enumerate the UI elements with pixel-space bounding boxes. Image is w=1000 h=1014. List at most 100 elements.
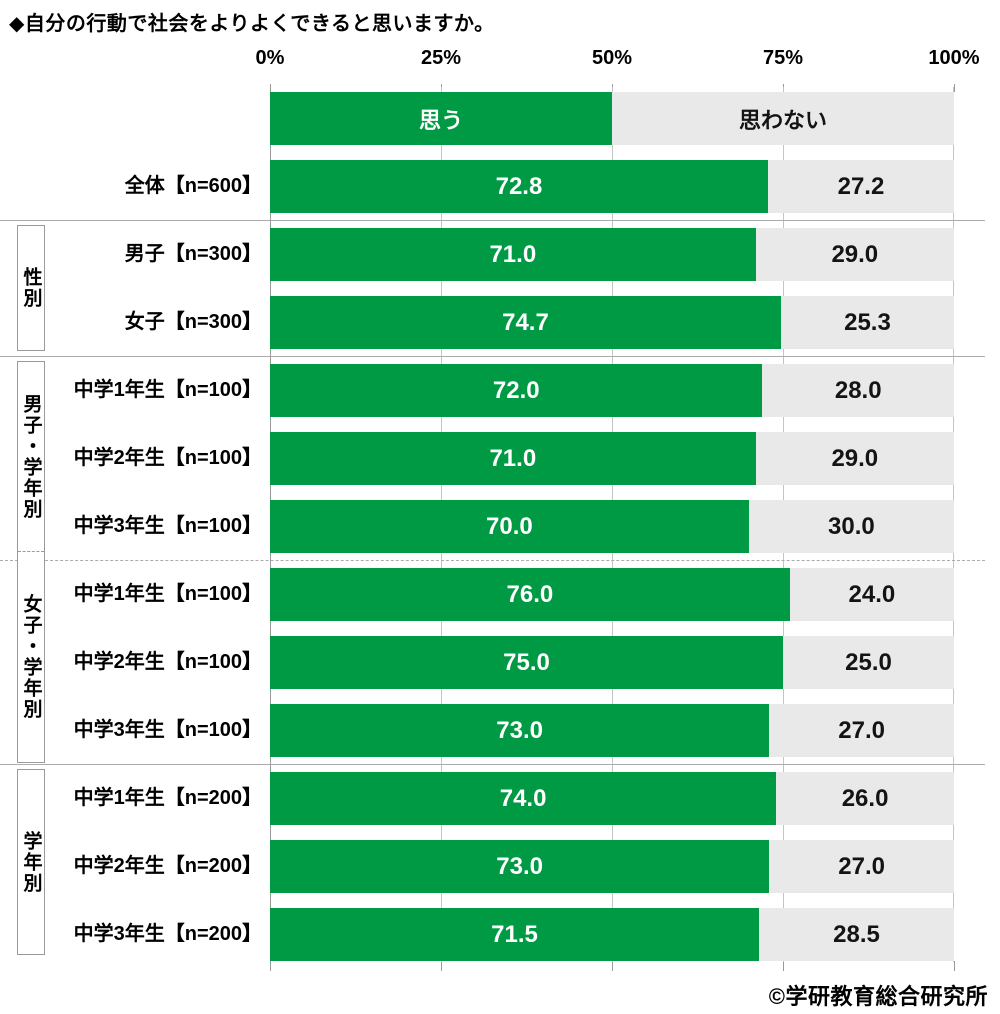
bar-value: 73.0 — [496, 852, 544, 880]
axis-tick-label-25: 25% — [420, 47, 462, 69]
bar-value: 71.0 — [489, 240, 537, 268]
bar-row: 75.0 25.0 — [270, 636, 954, 689]
bar-value: 76.0 — [506, 580, 554, 608]
axis-tick — [783, 961, 784, 971]
group-cell-girls: 女子・学年別 — [18, 552, 44, 762]
bar-value: 28.5 — [833, 920, 880, 948]
bar-segment-think: 74.7 — [270, 296, 781, 349]
row-label: 中学3年生【n=100】 — [73, 719, 262, 741]
bar-row: 74.7 25.3 — [270, 296, 954, 349]
bar-segment-think: 76.0 — [270, 568, 790, 621]
bar-value: 29.0 — [831, 240, 879, 268]
bar-row: 73.0 27.0 — [270, 840, 954, 893]
row-label: 中学3年生【n=100】 — [73, 515, 262, 537]
bar-segment-think: 74.0 — [270, 772, 777, 825]
bar-segment-not-think: 27.0 — [769, 704, 954, 757]
bar-value: 25.3 — [844, 308, 891, 336]
bar-value: 27.0 — [838, 716, 885, 744]
bar-segment-not-think: 26.0 — [776, 772, 954, 825]
bar-segment-not-think: 30.0 — [748, 500, 954, 553]
bar-segment-not-think: 24.0 — [789, 568, 954, 621]
bar-value: 72.0 — [492, 376, 540, 404]
axis-tick-label-100: 100% — [928, 47, 980, 69]
bar-row: 76.0 24.0 — [270, 568, 954, 621]
separator — [0, 220, 985, 221]
bar-segment-think: 71.0 — [270, 228, 756, 281]
bar-value: 70.0 — [486, 512, 533, 540]
axis-tick-label-50: 50% — [591, 47, 633, 69]
bar-row: 72.0 28.0 — [270, 364, 954, 417]
bar-segment-think: 72.0 — [270, 364, 763, 417]
separator-dashed — [0, 560, 985, 561]
row-label: 中学1年生【n=100】 — [73, 583, 262, 605]
bar-value: 30.0 — [828, 512, 875, 540]
legend-think-label: 思う — [418, 107, 463, 133]
separator — [0, 356, 985, 357]
row-label: 中学1年生【n=100】 — [73, 379, 262, 401]
group-label-by-grade: 学年別 — [20, 830, 42, 894]
bar-value: 72.8 — [495, 172, 543, 200]
bar-value: 26.0 — [841, 784, 889, 812]
bar-segment-think: 72.8 — [270, 160, 768, 213]
group-label-girls-by-grade: 女子・学年別 — [20, 594, 42, 720]
bar-row: 72.8 27.2 — [270, 160, 954, 213]
axis-tick — [441, 961, 442, 971]
bar-value: 27.2 — [837, 172, 885, 200]
row-label: 男子【n=300】 — [124, 243, 262, 265]
bar-value: 71.5 — [491, 920, 538, 948]
row-label: 女子【n=300】 — [124, 311, 262, 333]
bar-value: 25.0 — [845, 648, 892, 676]
separator — [0, 764, 985, 765]
bar-segment-not-think: 27.0 — [769, 840, 954, 893]
legend-not-think-swatch: 思わない — [612, 92, 954, 145]
group-box-grades: 男子・学年別 女子・学年別 — [17, 361, 45, 763]
bar-value: 27.0 — [838, 852, 885, 880]
bar-value: 71.0 — [489, 444, 537, 472]
bar-segment-not-think: 28.0 — [762, 364, 954, 417]
bar-segment-think: 75.0 — [270, 636, 783, 689]
copyright-notice: ©学研教育総合研究所 — [768, 984, 988, 1009]
bar-row: 74.0 26.0 — [270, 772, 954, 825]
row-label: 中学2年生【n=100】 — [73, 651, 262, 673]
axis-tick — [954, 84, 955, 92]
bar-row: 70.0 30.0 — [270, 500, 954, 553]
bar-segment-not-think: 25.3 — [780, 296, 954, 349]
bar-value: 28.0 — [834, 376, 882, 404]
bar-segment-think: 73.0 — [270, 840, 770, 893]
group-box-gender: 性別 — [17, 225, 45, 351]
group-box-by-grade: 学年別 — [17, 769, 45, 955]
group-label-boys-by-grade: 男子・学年別 — [20, 393, 42, 520]
axis-tick-label-75: 75% — [762, 47, 804, 69]
bar-value: 24.0 — [848, 580, 896, 608]
row-label: 中学1年生【n=200】 — [73, 787, 262, 809]
bar-row: 71.0 29.0 — [270, 432, 954, 485]
bar-value: 75.0 — [503, 648, 550, 676]
axis-tick-label-0: 0% — [255, 47, 285, 69]
bar-segment-think: 73.0 — [270, 704, 770, 757]
bar-row: 71.5 28.5 — [270, 908, 954, 961]
legend-think-swatch: 思う — [270, 92, 612, 145]
bar-value: 29.0 — [831, 444, 879, 472]
bar-segment-not-think: 29.0 — [755, 228, 954, 281]
bar-segment-not-think: 29.0 — [755, 432, 954, 485]
legend-not-think-label: 思わない — [738, 107, 827, 133]
row-label: 中学2年生【n=100】 — [73, 447, 262, 469]
row-label: 中学3年生【n=200】 — [73, 923, 262, 945]
bar-value: 73.0 — [496, 716, 544, 744]
bar-segment-not-think: 25.0 — [783, 636, 954, 689]
bar-segment-not-think: 27.2 — [767, 160, 954, 213]
group-cell-boys: 男子・学年別 — [18, 362, 44, 552]
bar-segment-think: 70.0 — [270, 500, 749, 553]
legend: 思う 思わない — [270, 92, 954, 145]
row-label: 全体【n=600】 — [124, 175, 262, 197]
axis-tick — [612, 961, 613, 971]
bar-value: 74.0 — [499, 784, 547, 812]
axis-tick — [954, 961, 955, 971]
row-label: 中学2年生【n=200】 — [73, 855, 262, 877]
bar-row: 73.0 27.0 — [270, 704, 954, 757]
bar-segment-think: 71.5 — [270, 908, 760, 961]
axis-tick — [270, 961, 271, 971]
bar-row: 71.0 29.0 — [270, 228, 954, 281]
group-label-gender: 性別 — [20, 267, 42, 309]
